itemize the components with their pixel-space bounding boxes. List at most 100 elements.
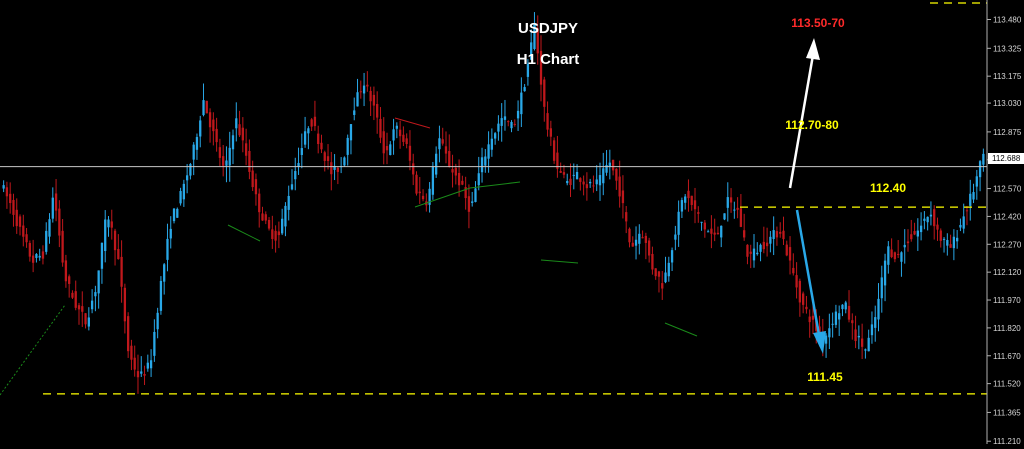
candle-body	[690, 195, 693, 205]
candle-body	[435, 153, 438, 175]
candle-body	[572, 174, 575, 176]
candle-body	[736, 207, 739, 210]
candle-body	[929, 214, 933, 217]
candle-body	[703, 222, 706, 230]
candle-body	[343, 157, 346, 166]
down-arrow-head	[813, 331, 826, 354]
candle-body	[143, 374, 146, 376]
candle-body	[438, 138, 441, 150]
y-tick-label: 111.210	[993, 437, 1021, 444]
candle-body	[503, 116, 507, 120]
candle-body	[615, 168, 618, 181]
candle-body	[464, 187, 467, 199]
candle-body	[303, 131, 307, 145]
candle-body	[569, 178, 572, 185]
y-tick-label: 113.030	[993, 99, 1022, 108]
candle-body	[87, 317, 90, 327]
candle-body	[644, 235, 648, 243]
candle-body	[670, 250, 674, 263]
candle-body	[133, 357, 136, 370]
candle-body	[402, 134, 405, 142]
candle-body	[376, 103, 379, 118]
candle-body	[104, 219, 107, 251]
candle-body	[978, 161, 982, 178]
candle-body	[516, 110, 520, 119]
candle-body	[471, 201, 474, 203]
candle-body	[100, 242, 104, 269]
candle-body	[45, 230, 48, 252]
y-tick-label: 112.875	[993, 128, 1022, 137]
candle-body	[415, 174, 418, 194]
y-tick-label: 113.480	[993, 16, 1022, 25]
candle-body	[883, 260, 887, 286]
candle-body	[231, 135, 235, 150]
candle-body	[290, 184, 294, 190]
y-tick-label: 111.820	[993, 324, 1021, 333]
candle-body	[589, 181, 592, 184]
candle-body	[467, 196, 471, 212]
candle-body	[238, 124, 241, 136]
candle-body	[549, 128, 552, 137]
candle-body	[680, 200, 684, 212]
candle-body	[959, 224, 962, 228]
candle-body	[618, 176, 621, 197]
candle-body	[448, 151, 451, 167]
candle-body	[867, 337, 870, 352]
candle-body	[910, 234, 913, 240]
candle-body	[362, 85, 366, 94]
candle-body	[585, 184, 589, 189]
candle-body	[307, 128, 310, 134]
candle-body	[176, 208, 179, 218]
candle-body	[664, 272, 667, 283]
candle-body	[195, 137, 199, 150]
candle-body	[61, 230, 64, 263]
candle-body	[854, 329, 857, 342]
candle-body	[936, 224, 939, 230]
candle-body	[631, 242, 634, 247]
level-lower-label: 111.45	[807, 370, 843, 384]
candle-body	[12, 199, 15, 215]
candle-body	[962, 216, 965, 229]
candle-body	[385, 146, 389, 151]
candle-body	[972, 192, 975, 200]
candle-body	[510, 121, 513, 129]
candle-body	[281, 218, 284, 234]
candle-body	[264, 214, 267, 221]
candle-body	[300, 148, 303, 155]
candle-body	[5, 187, 9, 197]
y-tick-label: 111.670	[993, 352, 1021, 361]
candle-body	[647, 240, 651, 256]
candle-body	[166, 238, 169, 260]
candle-body	[2, 185, 5, 189]
candle-body	[254, 179, 258, 195]
candle-body	[611, 159, 615, 171]
candle-body	[41, 251, 45, 259]
candle-body	[743, 230, 746, 238]
candle-body	[860, 338, 864, 347]
candle-body	[228, 147, 231, 166]
level-upper-label: 112.40	[870, 181, 906, 195]
candle-body	[395, 125, 398, 129]
candle-body	[782, 230, 785, 240]
candle-body	[811, 315, 815, 320]
candle-body	[136, 371, 140, 378]
candle-body	[382, 131, 385, 154]
candle-body	[625, 212, 628, 222]
indicator-line	[469, 181, 521, 189]
candle-body	[844, 302, 847, 310]
candle-body	[838, 313, 841, 320]
candle-body	[182, 183, 186, 200]
candle-body	[359, 91, 362, 93]
candle-body	[543, 79, 546, 107]
candle-body	[71, 292, 74, 298]
candle-body	[15, 209, 18, 227]
candle-body	[185, 175, 189, 181]
candle-body	[808, 316, 811, 323]
candle-body	[474, 188, 477, 202]
candle-body	[566, 180, 569, 184]
candle-body	[389, 144, 392, 156]
y-tick-label: 112.120	[993, 268, 1022, 277]
candle-body	[513, 123, 516, 125]
candle-body	[684, 196, 687, 203]
candle-body	[323, 152, 326, 161]
